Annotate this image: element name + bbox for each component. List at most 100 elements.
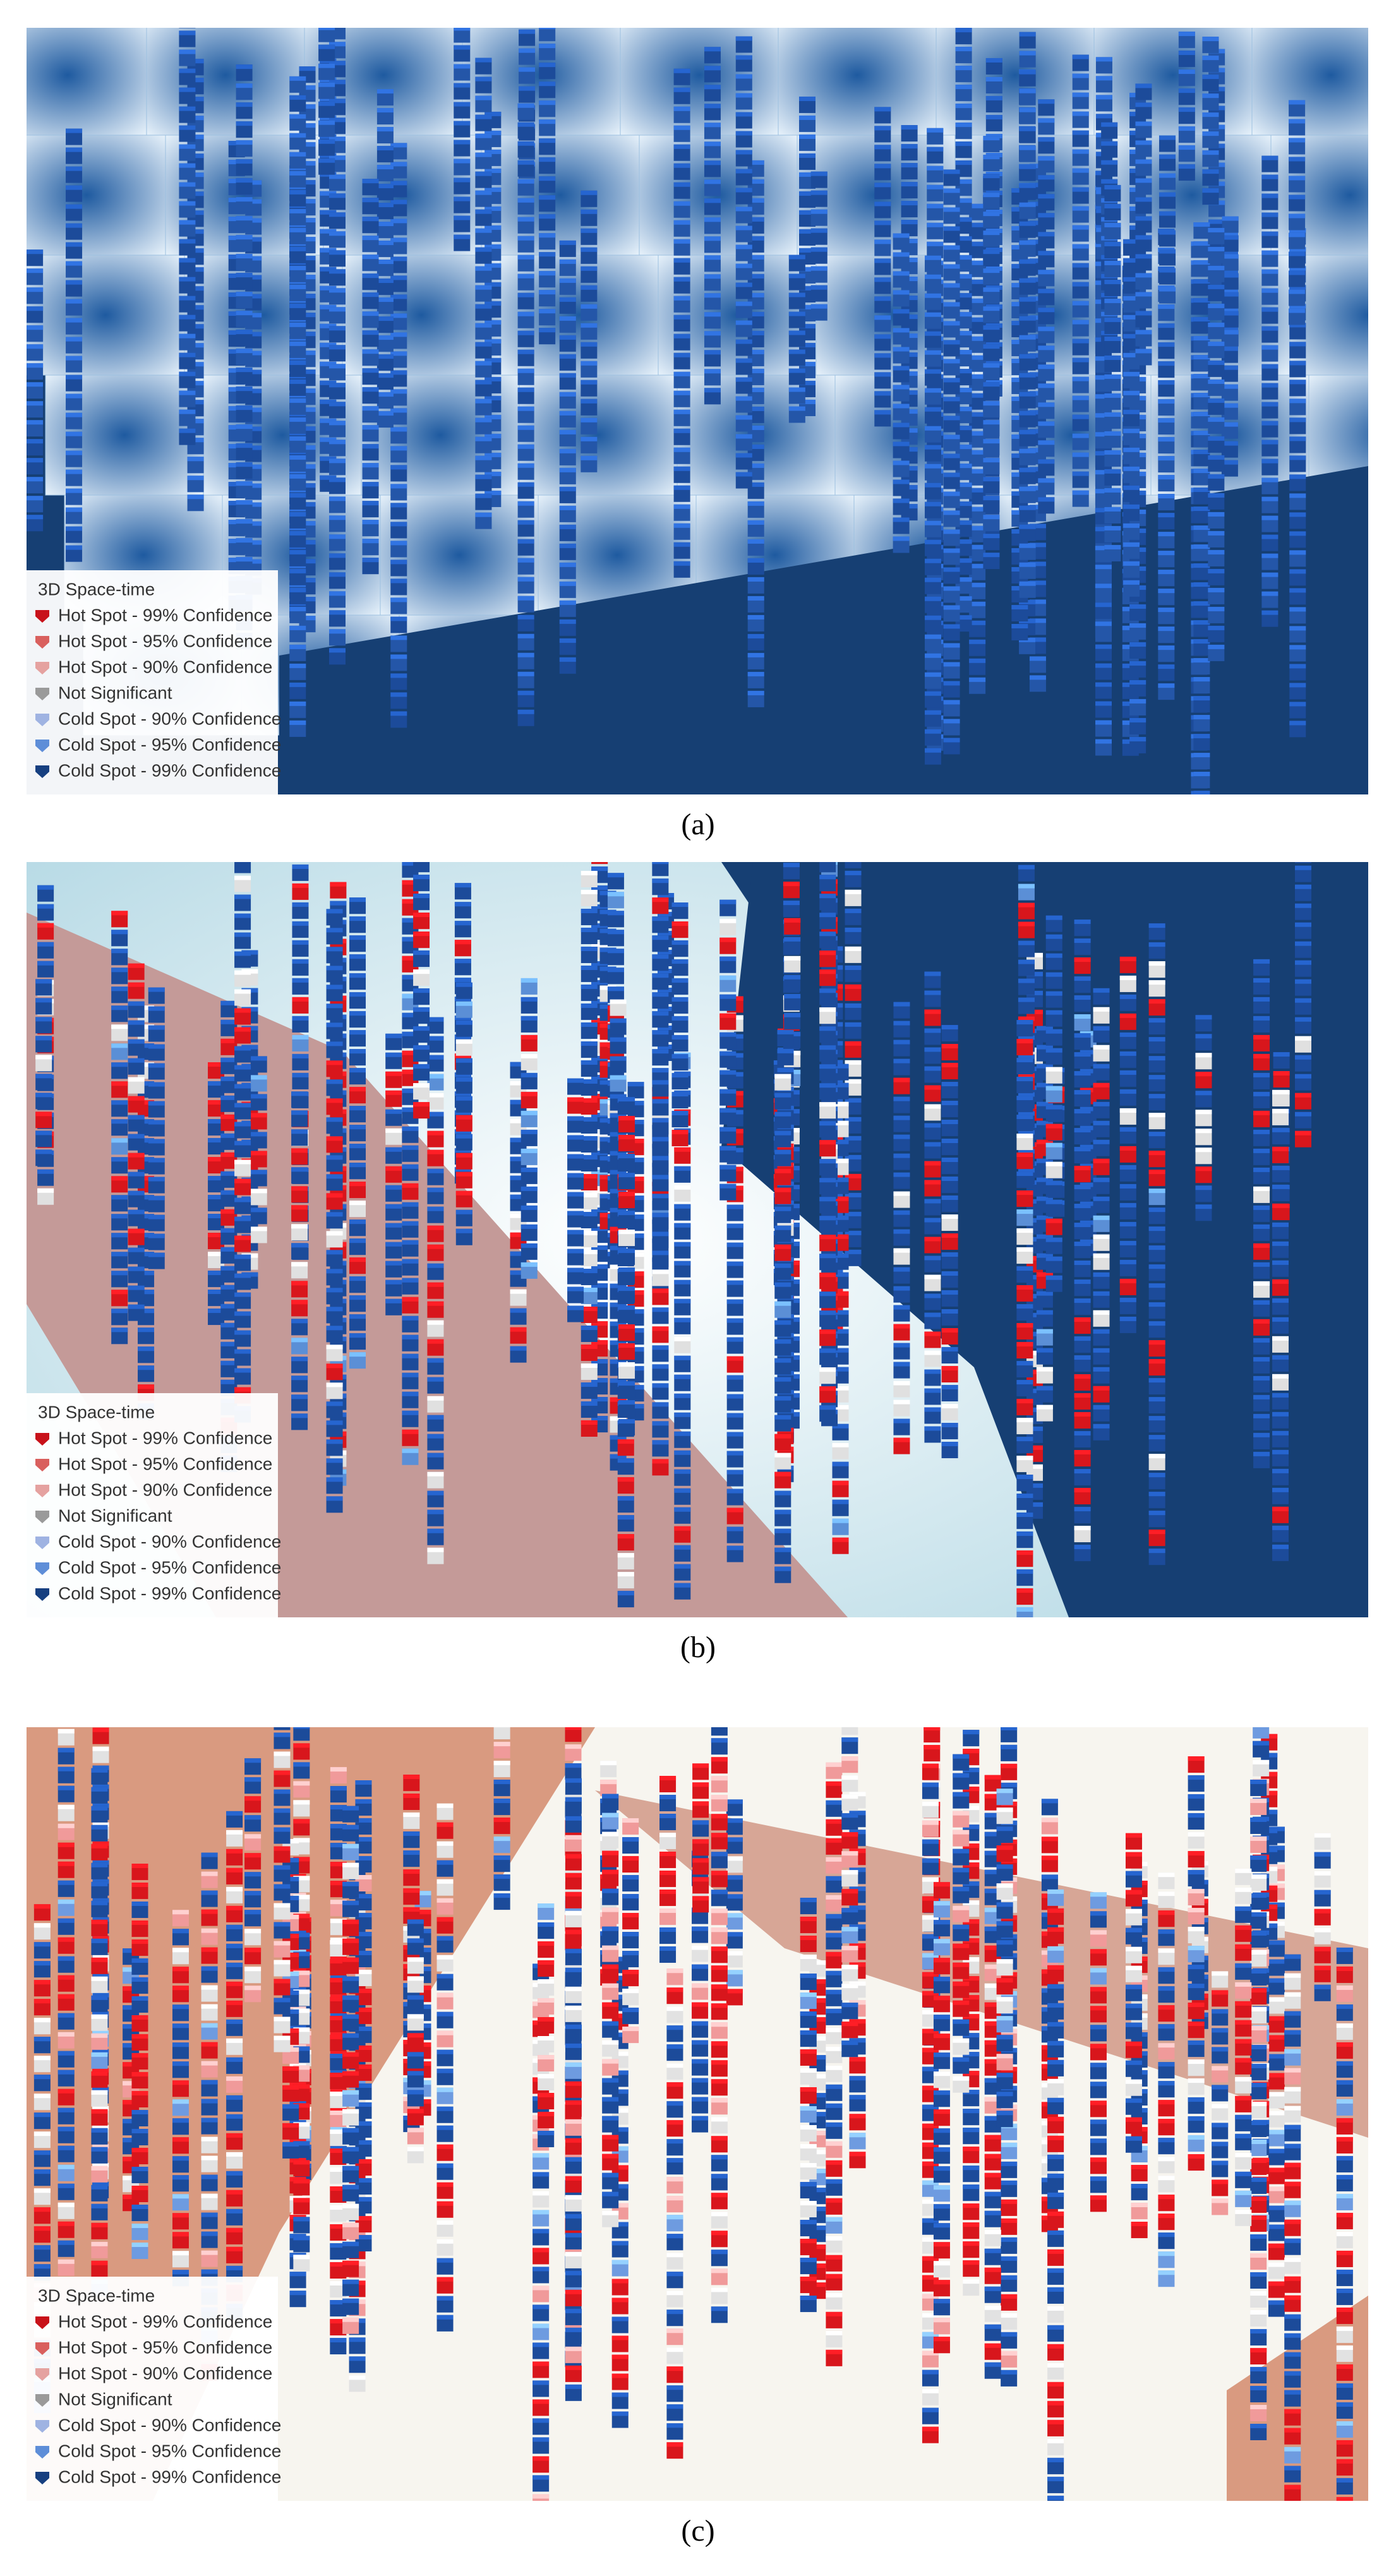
cube-top xyxy=(475,77,491,81)
cube-top xyxy=(1096,76,1112,80)
cube-top xyxy=(1135,140,1152,145)
cube-top xyxy=(674,505,690,509)
cube-top xyxy=(736,245,752,249)
cube-top xyxy=(1073,472,1089,476)
cube-top xyxy=(969,640,985,644)
cube-top xyxy=(1073,453,1089,457)
cube-top xyxy=(1222,273,1239,278)
cube-top xyxy=(1104,204,1121,208)
cube-top xyxy=(1289,176,1305,180)
cube-top xyxy=(35,1149,52,1154)
cube-top xyxy=(390,503,407,507)
cube-top xyxy=(1149,1530,1165,1534)
cube-top xyxy=(748,672,764,676)
cube-top xyxy=(581,928,598,932)
cube-top xyxy=(1135,311,1152,315)
cube-top xyxy=(1179,32,1195,36)
cube-top xyxy=(567,1154,584,1159)
cube-top xyxy=(1073,358,1089,362)
cube-top xyxy=(727,1243,743,1247)
cube-top xyxy=(519,30,535,34)
cube-top xyxy=(475,210,491,214)
cube-top xyxy=(427,1510,443,1514)
cube-top xyxy=(385,1185,402,1190)
cube-top xyxy=(1193,506,1210,511)
cube-top xyxy=(1289,361,1306,365)
cube-top xyxy=(1159,231,1176,235)
cube-top xyxy=(893,252,910,256)
cube-top xyxy=(27,363,43,368)
cube-top xyxy=(1193,582,1210,587)
cube-top xyxy=(983,363,999,368)
cube-top xyxy=(390,692,407,697)
cube-top xyxy=(349,1125,366,1129)
cube-top xyxy=(289,114,306,119)
cube-top xyxy=(518,141,534,146)
cube-top xyxy=(1289,512,1306,517)
cube-top xyxy=(956,160,972,165)
cube-top xyxy=(188,494,204,499)
cube-top xyxy=(736,207,752,212)
cube-top xyxy=(1289,417,1306,422)
cube-top xyxy=(1020,279,1036,283)
cube-top xyxy=(893,1021,910,1026)
cube-top xyxy=(944,302,960,306)
cube-top xyxy=(736,226,752,231)
cube-top xyxy=(289,209,306,213)
cube-top xyxy=(652,1175,668,1179)
cube-top xyxy=(560,487,576,491)
cube-top xyxy=(1038,137,1054,141)
cube-top xyxy=(1208,626,1224,630)
cube-top xyxy=(925,710,941,715)
cube-top xyxy=(1020,316,1036,321)
cube-top xyxy=(1261,270,1278,274)
cube-top xyxy=(390,673,407,678)
cube-top xyxy=(581,1060,598,1065)
cube-top xyxy=(901,125,918,129)
cube-top xyxy=(1020,241,1036,245)
cube-top xyxy=(329,383,346,387)
cube-top xyxy=(1104,337,1121,341)
cube-top xyxy=(318,26,335,30)
cube-top xyxy=(927,128,943,133)
cube-top xyxy=(1289,308,1305,313)
cube-top xyxy=(518,331,534,335)
cube-top xyxy=(674,315,690,320)
cube-top xyxy=(652,1099,668,1103)
cube-top xyxy=(377,392,394,397)
cube-top xyxy=(1038,156,1054,160)
cube-top xyxy=(291,1110,308,1115)
cube-top xyxy=(349,1295,366,1300)
cube-top xyxy=(1158,380,1174,385)
cube-top xyxy=(427,1529,443,1533)
cube-top xyxy=(518,501,534,506)
cube-top xyxy=(349,973,366,978)
cube-top xyxy=(1289,138,1305,142)
cube-top xyxy=(1202,75,1218,79)
cube-top xyxy=(1149,1189,1165,1193)
ground-tile xyxy=(1252,15,1396,135)
cube-top xyxy=(349,935,366,940)
cube-top xyxy=(674,1375,690,1379)
cube-top xyxy=(1158,304,1174,309)
cube-top xyxy=(518,520,534,525)
cube-top xyxy=(1104,469,1121,474)
cube-top xyxy=(349,1144,366,1148)
cube-top xyxy=(363,236,379,240)
cube-top xyxy=(727,1205,743,1209)
cube-top xyxy=(567,1135,584,1140)
cube-top xyxy=(944,378,960,382)
cube-top xyxy=(1195,1091,1212,1095)
cube-top xyxy=(289,512,306,517)
cube-top xyxy=(1289,569,1306,573)
cube-top xyxy=(475,96,491,100)
cube-top xyxy=(924,1085,941,1089)
cube-top xyxy=(811,172,827,176)
cube-top xyxy=(518,653,534,657)
cube-top xyxy=(925,483,941,488)
cube-top xyxy=(893,385,910,389)
cube-top xyxy=(925,559,941,563)
cube-top xyxy=(925,673,941,677)
cube-top xyxy=(1208,304,1224,308)
cube-top xyxy=(329,458,346,463)
